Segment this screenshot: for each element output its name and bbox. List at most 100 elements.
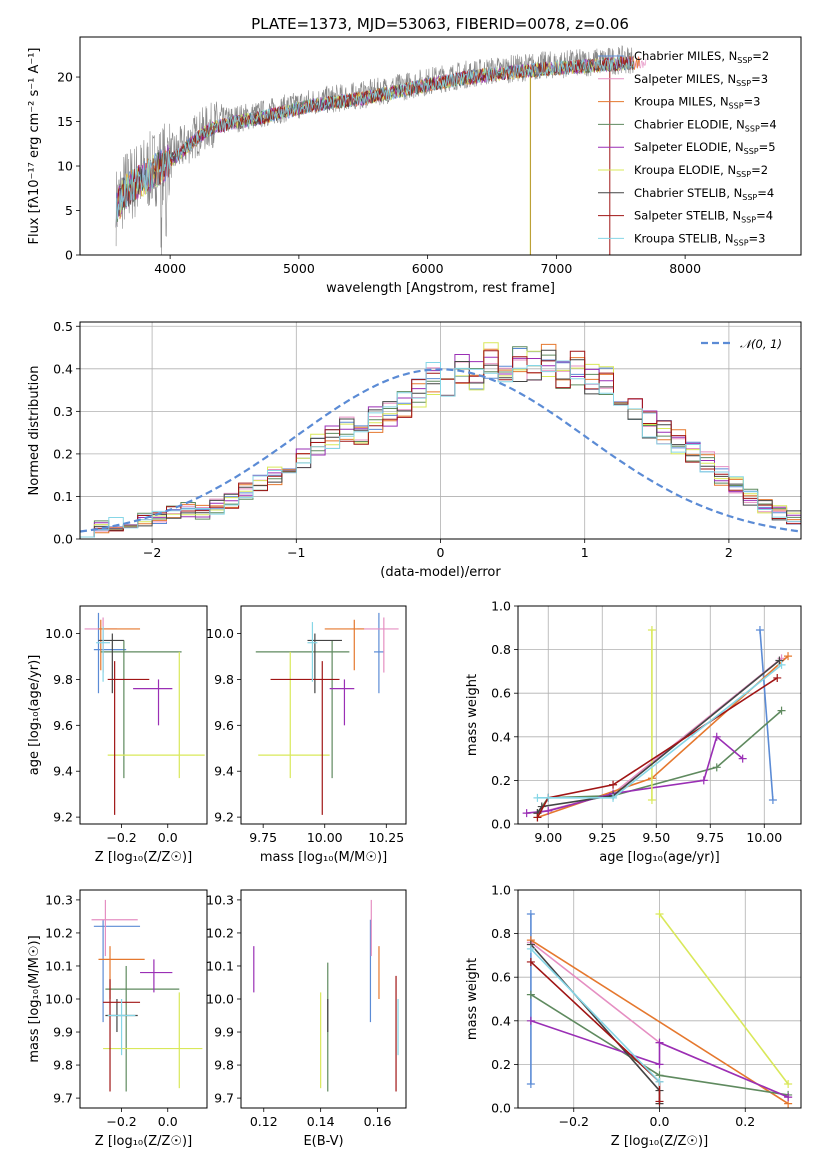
x-tick-label: −0.2 [106,1114,136,1129]
legend-sub: SSP [734,238,749,247]
y-axis-label: Flux [fλ10⁻¹⁷ erg cm⁻² s⁻¹ A⁻¹] [27,48,42,245]
y-tick-label: 10.2 [45,925,73,940]
plot-area [526,909,793,1108]
y-axis-label: mass [log₁₀(M/M☉)] [27,935,42,1062]
legend-n: =4 [760,117,777,131]
y-tick-label: 9.8 [53,672,73,687]
legend-sub: SSP [736,170,751,179]
x-tick-label: 0.0 [650,1114,670,1129]
axes-frame [240,605,407,825]
x-tick-label: 9.25 [588,830,616,845]
weight-marker-kroupa-stelib [533,793,542,802]
x-tick-label: 0.2 [735,1114,755,1129]
y-tick-label: 10.0 [45,626,73,641]
y-tick-label: 0.8 [491,926,511,941]
y-axis-label: mass weight [465,674,480,756]
x-tick-label: 8000 [669,261,701,276]
x-axis-label: age [log₁₀(age/yr)] [599,850,720,865]
legend-entry: Chabrier ELODIE, NSSP=4 [634,117,777,133]
y-tick-label: 10.0 [206,626,234,641]
y-tick-label: 10.2 [206,925,234,940]
legend-label: Kroupa STELIB, N [634,231,734,245]
axes-frame [79,36,802,256]
x-tick-label: 10.00 [746,830,782,845]
y-tick-label: 0.5 [53,319,73,334]
x-axis-label: E(B-V) [303,1134,343,1149]
x-tick-label: 0.16 [364,1114,392,1129]
legend-label: Chabrier ELODIE, N [634,117,745,131]
weight-marker-salpeter-stelib [609,780,618,789]
plot-area [253,899,399,1092]
legend-n: =3 [749,231,766,245]
y-tick-label: 9.6 [53,718,73,733]
x-axis-label: Z [log₁₀(Z/Z☉)] [611,1134,708,1149]
x-tick-label: −0.2 [559,1114,589,1129]
y-tick-label: 15 [57,114,73,129]
legend: 𝒩(0, 1) [701,337,782,351]
axes-frame [79,605,208,825]
axes-frame [240,889,407,1109]
panel-weight-vs-age: 9.00 9.25 9.50 9.75 10.00 0.0 0.2 0.4 0.6 0.8 1.0 a… [465,599,802,865]
x-axis-label: (data-model)/error [380,565,501,580]
weight-marker-salpeter-elodie [526,1016,535,1025]
y-tick-label: 0.6 [491,970,511,985]
legend-label: Kroupa MILES, N [634,95,729,109]
y-tick-label: 9.4 [214,764,234,779]
weight-marker-chabrier-elodie [526,990,535,999]
weight-marker-salpeter-stelib [533,813,542,822]
y-tick-label: 0.4 [491,1013,511,1028]
y-tick-label: 0.2 [491,1057,511,1072]
x-tick-label: 9.75 [696,830,724,845]
weight-line-salpeter-elodie [530,1020,789,1098]
legend-n: =5 [759,140,776,154]
y-tick-label: 9.4 [53,764,73,779]
weight-line-kroupa-stelib [537,664,783,799]
plot-area [84,612,205,815]
axes-frame [79,889,208,1109]
weight-marker-salpeter-elodie [522,809,531,818]
y-tick-label: 10.1 [206,958,234,973]
legend-label: Salpeter ELODIE, N [634,140,744,154]
weight-marker-kroupa-elodie [647,625,656,634]
weight-marker-chabrier-stelib [775,656,784,665]
histogram-kroupa-stelib [80,360,801,539]
x-tick-label: 0.0 [158,830,178,845]
x-tick-label: 0.0 [158,1114,178,1129]
y-tick-label: 1.0 [491,883,511,898]
weight-marker-kroupa-elodie [655,909,664,918]
x-axis-label: Z [log₁₀(Z/Z☉)] [95,1134,192,1149]
x-axis-label: wavelength [Angstrom, rest frame] [326,281,555,296]
weight-line-kroupa-elodie [658,913,789,1085]
weight-marker-chabrier-elodie [712,763,721,772]
legend-entry: Chabrier STELIB, NSSP=4 [634,186,774,202]
weight-marker-salpeter-elodie [655,1038,664,1047]
y-tick-label: 9.8 [214,1058,234,1073]
legend-sub: SSP [737,56,752,65]
plot-area [91,899,203,1092]
legend-entry: 𝒩(0, 1) [740,337,782,351]
figure-title: PLATE=1373, MJD=53063, FIBERID=0078, z=0… [251,15,629,33]
weight-line-kroupa-miles [530,939,789,1105]
y-tick-label: 0 [65,248,73,263]
y-tick-label: 0.3 [53,404,73,419]
legend-entry: Salpeter MILES, NSSP=3 [634,72,768,88]
model-spectrum-kroupa-elodie [115,56,634,228]
legend-label: Kroupa ELODIE, N [634,163,736,177]
weight-line-salpeter-miles [537,657,783,814]
weight-marker-chabrier-elodie [777,706,786,715]
y-tick-label: 9.7 [53,1091,73,1106]
y-tick-label: 0.2 [491,773,511,788]
legend-sub: SSP [729,102,744,111]
x-axis-label: Z [log₁₀(Z/Z☉)] [95,850,192,865]
y-tick-label: 0.2 [53,446,73,461]
weight-marker-kroupa-stelib [526,944,535,953]
legend-n: =4 [756,209,773,223]
y-tick-label: 10.3 [206,892,234,907]
model-spectrum-kroupa-stelib [115,56,634,228]
x-tick-label: 6000 [412,261,444,276]
y-tick-label: 9.2 [53,810,73,825]
panel-residuals: −2 −1 0 1 2 0.0 0.1 0.2 0.3 0.4 0.5 (data-model)/er… [27,319,802,580]
axes-frame [79,321,802,540]
x-tick-label: 2 [725,545,733,560]
